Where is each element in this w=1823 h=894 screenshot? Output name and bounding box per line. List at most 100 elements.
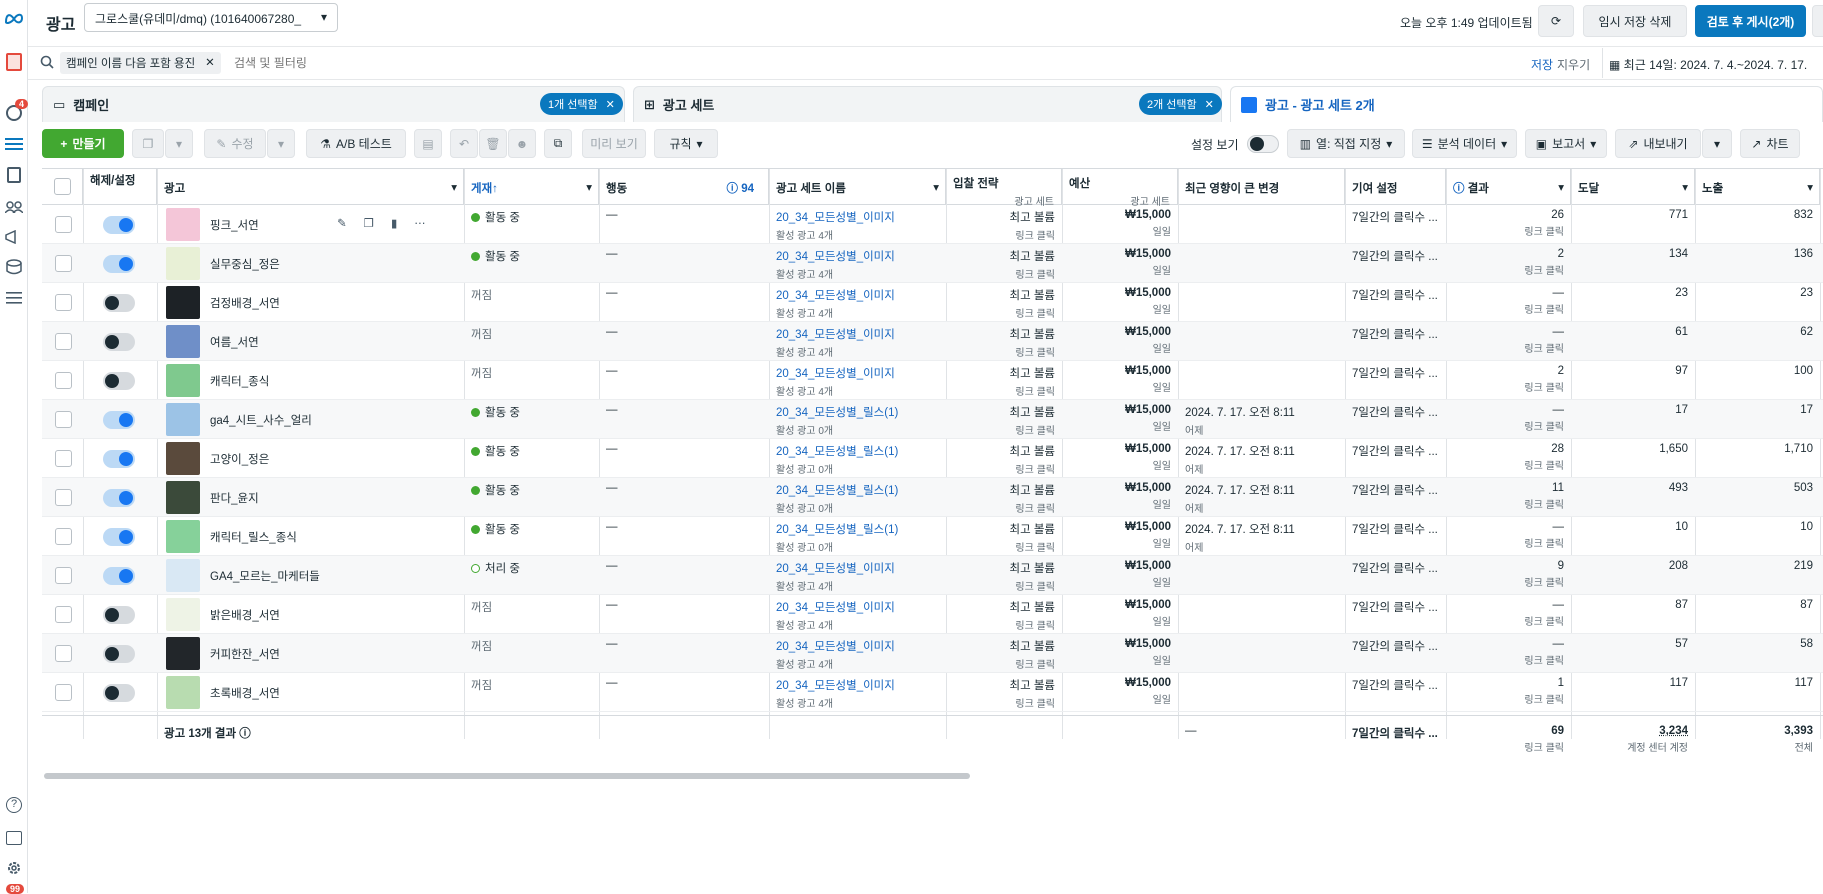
row-actions[interactable]: ✎❐▮⋯ [337, 216, 443, 230]
ad-thumbnail[interactable] [166, 208, 200, 241]
chart-bars-icon[interactable]: ▮ [391, 218, 414, 230]
ad-toggle-switch[interactable] [103, 450, 135, 468]
row-checkbox[interactable] [55, 411, 72, 428]
pencil-icon[interactable]: ✎ [337, 218, 364, 230]
ad-thumbnail[interactable] [166, 247, 200, 280]
column-header-delivery[interactable]: 게재↑ ▾ [464, 169, 599, 205]
columns-button[interactable]: ▥ 열: 직접 지정 ▾ [1287, 129, 1405, 158]
rules-button[interactable]: 규칙 ▾ [654, 129, 718, 158]
account-selector[interactable]: 그로스쿨(유데미/dmq) (101640067280_ ▾ [84, 3, 338, 32]
ad-toggle-switch[interactable] [103, 294, 135, 312]
row-checkbox[interactable] [55, 489, 72, 506]
ad-name[interactable]: 고양이_정은 [210, 451, 269, 467]
home-icon[interactable]: 4 [4, 103, 24, 123]
table-row[interactable]: 초록배경_서연 꺼짐 — 20_34_모든성별_이미지 활성 광고 4개 최고 볼… [42, 673, 1823, 712]
duplicate-button[interactable]: ❐ [132, 129, 164, 158]
close-icon[interactable]: ✕ [205, 55, 215, 71]
adset-link[interactable]: 20_34_모든성별_이미지 [776, 563, 895, 575]
export-button[interactable]: ⇗ 내보내기 [1615, 129, 1701, 158]
column-header-recent-changes[interactable]: 최근 영향이 큰 변경 [1178, 169, 1345, 205]
row-checkbox[interactable] [55, 567, 72, 584]
ads-manager-icon[interactable] [4, 134, 24, 154]
all-tools-menu-icon[interactable] [4, 288, 24, 308]
campaign-megaphone-icon[interactable] [4, 227, 24, 247]
ab-test-button[interactable]: ⚗ A/B 테스트 [306, 129, 406, 158]
column-header-actions[interactable]: 행동 ⓘ 94 [599, 169, 769, 205]
pages-icon[interactable] [4, 165, 24, 185]
column-header-ad[interactable]: 광고 ▾ [157, 169, 464, 205]
row-checkbox[interactable] [55, 294, 72, 311]
tab-campaigns[interactable]: ▭ 캠페인 [42, 86, 625, 122]
adset-link[interactable]: 20_34_모든성별_릴스(1) [776, 446, 898, 458]
column-header-adset[interactable]: 광고 세트 이름 ▾ [769, 169, 946, 205]
table-row[interactable]: 여름_서연 꺼짐 — 20_34_모든성별_이미지 활성 광고 4개 최고 볼륨 링… [42, 322, 1823, 361]
tab-ads[interactable]: 광고 - 광고 세트 2개 [1230, 86, 1823, 122]
table-row[interactable]: 캐릭터_종식 꺼짐 — 20_34_모든성별_이미지 활성 광고 4개 최고 볼륨… [42, 361, 1823, 400]
ad-toggle-switch[interactable] [103, 216, 135, 234]
tab-ad-sets[interactable]: ⊞ 광고 세트 [633, 86, 1222, 122]
adset-link[interactable]: 20_34_모든성별_이미지 [776, 251, 895, 263]
column-header-reach[interactable]: 도달 ▾ [1571, 169, 1695, 205]
table-row[interactable]: GA4_모르는_마케터들 처리 중 — 20_34_모든성별_이미지 활성 광고 … [42, 556, 1823, 595]
column-header-bid[interactable]: 입찰 전략 광고 세트 [946, 169, 1062, 205]
ad-name[interactable]: 검정배경_서연 [210, 295, 280, 311]
ad-name[interactable]: 캐릭터_종식 [210, 373, 269, 389]
clear-filter-link[interactable]: 지우기 [1557, 56, 1590, 73]
ad-thumbnail[interactable] [166, 481, 200, 514]
column-header-impressions[interactable]: 노출 ▾ [1695, 169, 1820, 205]
ad-thumbnail[interactable] [166, 559, 200, 592]
table-row[interactable]: 캐릭터_릴스_종식 활동 중 — 20_34_모든성별_릴스(1) 활성 광고 0… [42, 517, 1823, 556]
table-row[interactable]: 실무중심_정은 활동 중 — 20_34_모든성별_이미지 활성 광고 4개 최고… [42, 244, 1823, 283]
reports-button[interactable]: ▣ 보고서 ▾ [1525, 129, 1607, 158]
ad-toggle-switch[interactable] [103, 255, 135, 273]
audiences-icon[interactable] [4, 197, 24, 217]
settings-gear-icon[interactable] [4, 858, 24, 878]
row-checkbox[interactable] [55, 216, 72, 233]
preview-button[interactable]: 미리 보기 [582, 129, 646, 158]
ad-toggle-switch[interactable] [103, 372, 135, 390]
ad-toggle-switch[interactable] [103, 528, 135, 546]
ad-toggle-switch[interactable] [103, 567, 135, 585]
chart-button[interactable]: ↗ 차트 [1740, 129, 1800, 158]
ad-thumbnail[interactable] [166, 442, 200, 475]
adset-link[interactable]: 20_34_모든성별_이미지 [776, 212, 895, 224]
ad-name[interactable]: 캐릭터_릴스_종식 [210, 529, 297, 545]
ad-name[interactable]: GA4_모르는_마케터들 [210, 568, 320, 584]
edit-button[interactable]: ✎ 수정 [204, 129, 266, 158]
ad-thumbnail[interactable] [166, 598, 200, 631]
row-checkbox[interactable] [55, 606, 72, 623]
clipboard-button[interactable]: ▤ [414, 129, 442, 158]
close-icon[interactable]: ✕ [1205, 98, 1214, 111]
adset-link[interactable]: 20_34_모든성별_이미지 [776, 680, 895, 692]
column-header-attribution[interactable]: 기여 설정 [1345, 169, 1446, 205]
row-checkbox[interactable] [55, 333, 72, 350]
ad-name[interactable]: 판다_윤지 [210, 490, 259, 506]
search-input[interactable] [234, 52, 634, 74]
ad-thumbnail[interactable] [166, 676, 200, 709]
close-icon[interactable]: ✕ [606, 98, 615, 111]
row-checkbox[interactable] [55, 372, 72, 389]
share-preview-button[interactable]: ⧉ [544, 129, 572, 158]
more-options-button[interactable]: ... [1812, 5, 1823, 37]
ad-toggle-switch[interactable] [103, 645, 135, 663]
adset-link[interactable]: 20_34_모든성별_이미지 [776, 641, 895, 653]
discard-drafts-button[interactable]: 임시 저장 삭제 [1583, 5, 1687, 37]
tag-people-button[interactable]: ☻ [508, 129, 536, 158]
ad-name[interactable]: 밝은배경_서연 [210, 607, 280, 623]
export-dropdown[interactable]: ▾ [1702, 129, 1732, 158]
adset-link[interactable]: 20_34_모든성별_릴스(1) [776, 524, 898, 536]
row-checkbox[interactable] [55, 528, 72, 545]
select-all-checkbox[interactable] [54, 178, 71, 195]
row-checkbox[interactable] [55, 645, 72, 662]
more-icon[interactable]: ⋯ [414, 218, 443, 230]
filter-chip[interactable]: 캠페인 이름 다음 포함 용진 ✕ [60, 52, 221, 74]
adset-link[interactable]: 20_34_모든성별_이미지 [776, 368, 895, 380]
help-icon[interactable]: ? [4, 795, 24, 815]
ad-thumbnail[interactable] [166, 325, 200, 358]
meta-logo-icon[interactable] [4, 8, 24, 28]
ad-toggle-switch[interactable] [103, 684, 135, 702]
view-settings-toggle[interactable] [1247, 135, 1279, 153]
ad-thumbnail[interactable] [166, 286, 200, 319]
ad-toggle-switch[interactable] [103, 411, 135, 429]
ad-name[interactable]: 핑크_서연 [210, 217, 259, 233]
